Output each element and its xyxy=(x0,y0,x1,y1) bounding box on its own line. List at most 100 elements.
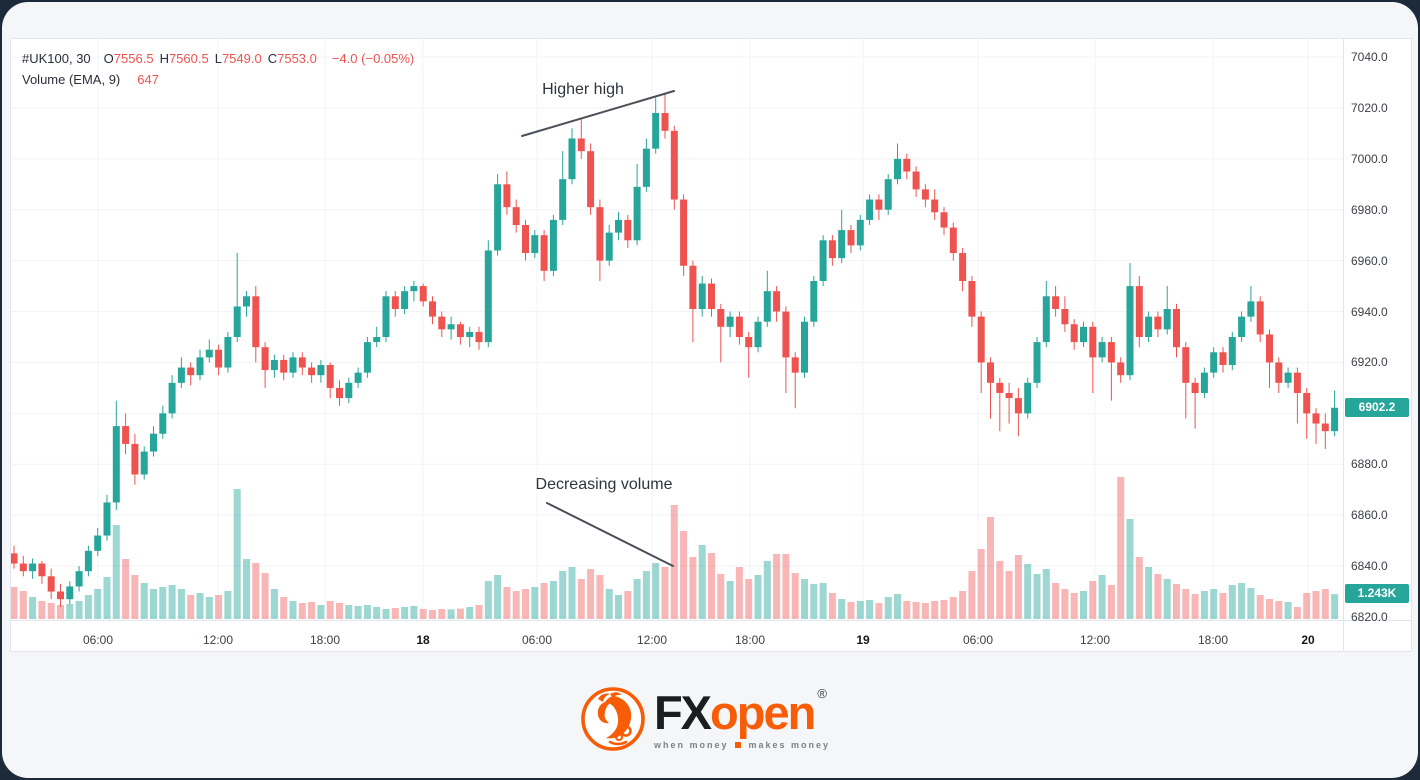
volume-bar xyxy=(1080,591,1087,619)
candle-body xyxy=(884,179,892,210)
volume-bar xyxy=(1089,581,1097,619)
price-tick-label: 7040.0 xyxy=(1351,50,1388,64)
candle-body xyxy=(1266,334,1273,363)
volume-bar xyxy=(587,569,595,619)
volume-bar xyxy=(615,595,622,619)
candle-body xyxy=(726,316,734,327)
annotation-higher-high[interactable]: Higher high xyxy=(542,81,624,98)
volume-bar xyxy=(1256,595,1264,619)
tagline-left: when money xyxy=(653,739,729,750)
volume-bar xyxy=(326,601,334,619)
volume-bar xyxy=(708,553,715,619)
volume-bar xyxy=(596,575,604,619)
volume-bar xyxy=(847,602,855,619)
candle-body xyxy=(1080,326,1087,343)
volume-bar xyxy=(1145,567,1153,619)
volume-bar xyxy=(103,577,111,619)
volume-bar xyxy=(1135,557,1143,619)
volume-bar xyxy=(456,608,464,619)
candle-body xyxy=(1163,309,1171,330)
volume-bar xyxy=(1331,594,1339,619)
volume-bar xyxy=(568,567,576,619)
candle-body xyxy=(401,291,409,309)
volume-bar xyxy=(419,609,427,619)
candle-body xyxy=(140,451,148,475)
candle-body xyxy=(875,199,883,210)
tagline-right: makes money xyxy=(748,739,831,750)
volume-bar xyxy=(66,604,74,619)
annotation-decreasing-volume[interactable]: Decreasing volume xyxy=(535,476,673,493)
candle-body xyxy=(438,316,446,330)
candle-body xyxy=(233,306,241,337)
candle-body xyxy=(363,342,371,373)
volume-bar xyxy=(828,593,836,619)
candle-body xyxy=(1070,324,1078,343)
volume-bar xyxy=(1126,519,1134,619)
candle-body xyxy=(596,207,604,261)
volume-bar xyxy=(391,608,399,619)
candle-body xyxy=(150,433,157,452)
volume-bar xyxy=(921,603,929,619)
candle-body xyxy=(1219,352,1227,365)
candle-body xyxy=(1098,342,1106,358)
candle-body xyxy=(466,331,474,337)
volume-bar xyxy=(810,584,818,619)
volume-bar xyxy=(29,597,37,619)
volume-bar xyxy=(429,610,436,619)
time-label: 18:00 xyxy=(309,633,341,647)
candle-body xyxy=(838,230,846,259)
annotation-line-higher-high xyxy=(521,90,675,137)
symbol-title[interactable]: #UK100, 30 xyxy=(22,51,91,66)
volume-bar xyxy=(689,557,697,619)
volume-bar xyxy=(735,567,743,619)
volume-bar xyxy=(1052,583,1060,619)
change-readout: −4.0 (−0.05%) xyxy=(331,51,415,66)
candle-body xyxy=(1061,309,1069,325)
candle-body xyxy=(243,296,250,307)
ohlc-item-C: C7553.0 xyxy=(267,51,317,66)
candle-body xyxy=(94,535,102,551)
volume-bar xyxy=(177,589,185,619)
candle-body xyxy=(1005,393,1013,399)
time-label: 12:00 xyxy=(202,633,234,647)
candle-body xyxy=(689,265,697,309)
volume-bar xyxy=(187,595,195,619)
volume-bar xyxy=(1070,593,1078,619)
volume-bar xyxy=(1312,591,1320,619)
candle-body xyxy=(949,227,957,253)
legend: #UK100, 30 O7556.5 H7560.5 L7549.0 C7553.0 … xyxy=(22,48,414,90)
candle-body xyxy=(38,563,46,577)
volume-bar xyxy=(717,574,725,619)
candle-body xyxy=(959,253,967,281)
volume-bar xyxy=(680,531,688,619)
candle-body xyxy=(187,367,195,376)
volume-bar xyxy=(1293,607,1301,619)
candle-body xyxy=(633,186,641,241)
candle-body xyxy=(298,357,306,368)
fxopen-bull-icon xyxy=(581,687,645,751)
time-label: 18:00 xyxy=(734,633,766,647)
volume-bar xyxy=(1210,589,1218,619)
candle-body xyxy=(1014,398,1022,414)
volume-bar xyxy=(987,517,994,619)
candle-body xyxy=(559,179,567,220)
volume-bar xyxy=(819,583,827,619)
candle-body xyxy=(1107,342,1115,363)
indicator-value: 647 xyxy=(137,72,159,87)
candle-body xyxy=(345,382,353,399)
wordmark-fx: FX xyxy=(653,685,712,739)
candle-body xyxy=(615,219,622,233)
candle-body xyxy=(1089,326,1097,358)
volume-bar xyxy=(354,606,362,619)
registered-mark: ® xyxy=(817,685,827,701)
candle-body xyxy=(782,311,790,358)
volume-bar xyxy=(1117,477,1125,619)
volume-bar xyxy=(317,605,325,619)
candle-body xyxy=(1173,309,1180,348)
volume-bar xyxy=(856,601,864,619)
candle-body xyxy=(75,571,83,587)
candle-body xyxy=(894,158,901,180)
indicator-title[interactable]: Volume (EMA, 9) xyxy=(22,72,121,87)
